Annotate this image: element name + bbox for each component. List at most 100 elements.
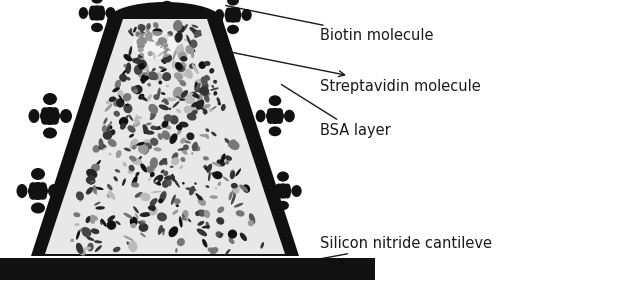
Ellipse shape: [108, 125, 112, 129]
Ellipse shape: [204, 75, 210, 81]
Ellipse shape: [146, 94, 152, 102]
Ellipse shape: [229, 238, 234, 244]
Ellipse shape: [195, 211, 199, 216]
Ellipse shape: [145, 130, 155, 135]
Ellipse shape: [182, 182, 185, 184]
Ellipse shape: [154, 180, 161, 186]
Ellipse shape: [98, 14, 104, 20]
Ellipse shape: [29, 182, 37, 190]
Ellipse shape: [95, 245, 102, 252]
Ellipse shape: [177, 129, 182, 135]
Ellipse shape: [143, 126, 147, 134]
Ellipse shape: [128, 30, 134, 36]
Ellipse shape: [150, 112, 156, 117]
Ellipse shape: [199, 86, 209, 96]
Ellipse shape: [143, 149, 149, 155]
Ellipse shape: [202, 104, 211, 109]
Ellipse shape: [191, 51, 194, 58]
Ellipse shape: [166, 84, 169, 87]
Ellipse shape: [194, 81, 198, 93]
Ellipse shape: [221, 104, 225, 111]
Ellipse shape: [155, 41, 160, 46]
Ellipse shape: [233, 234, 236, 237]
Ellipse shape: [41, 107, 49, 115]
Text: Biotin molecule: Biotin molecule: [225, 6, 434, 43]
Ellipse shape: [182, 140, 191, 143]
Ellipse shape: [166, 178, 172, 186]
Ellipse shape: [150, 125, 157, 130]
Ellipse shape: [192, 29, 202, 37]
Ellipse shape: [180, 56, 187, 62]
Ellipse shape: [90, 219, 95, 224]
Ellipse shape: [163, 47, 169, 54]
Ellipse shape: [138, 116, 142, 119]
Ellipse shape: [140, 193, 150, 201]
Ellipse shape: [163, 34, 168, 41]
Ellipse shape: [91, 23, 103, 32]
Ellipse shape: [164, 125, 171, 129]
Ellipse shape: [122, 70, 127, 75]
Ellipse shape: [276, 192, 282, 198]
Ellipse shape: [133, 85, 143, 94]
Ellipse shape: [90, 14, 96, 20]
Ellipse shape: [234, 203, 243, 207]
Ellipse shape: [124, 148, 131, 151]
Polygon shape: [31, 15, 299, 256]
Ellipse shape: [29, 192, 37, 200]
Ellipse shape: [91, 0, 103, 4]
Ellipse shape: [176, 24, 185, 33]
Ellipse shape: [128, 167, 135, 174]
Ellipse shape: [225, 8, 232, 14]
Ellipse shape: [138, 47, 144, 52]
Ellipse shape: [206, 222, 210, 229]
Ellipse shape: [202, 226, 210, 228]
Ellipse shape: [171, 174, 175, 182]
Ellipse shape: [215, 187, 217, 189]
Ellipse shape: [213, 80, 217, 84]
Ellipse shape: [135, 172, 140, 176]
Ellipse shape: [79, 227, 85, 232]
Ellipse shape: [230, 171, 235, 179]
Ellipse shape: [186, 132, 194, 140]
Ellipse shape: [180, 138, 186, 144]
Ellipse shape: [100, 220, 103, 225]
Ellipse shape: [60, 109, 72, 123]
Ellipse shape: [255, 110, 266, 122]
Ellipse shape: [203, 109, 208, 115]
Ellipse shape: [152, 28, 162, 36]
Ellipse shape: [159, 81, 162, 84]
Ellipse shape: [217, 207, 224, 213]
Ellipse shape: [150, 114, 155, 120]
Ellipse shape: [176, 96, 182, 99]
Ellipse shape: [160, 42, 168, 48]
Ellipse shape: [163, 42, 167, 48]
Ellipse shape: [162, 231, 165, 235]
Ellipse shape: [186, 35, 191, 45]
Ellipse shape: [225, 249, 231, 255]
Ellipse shape: [189, 63, 196, 69]
Ellipse shape: [135, 213, 139, 219]
Ellipse shape: [87, 174, 94, 182]
Ellipse shape: [249, 213, 255, 224]
Ellipse shape: [31, 203, 45, 214]
Ellipse shape: [162, 120, 168, 128]
Ellipse shape: [197, 195, 203, 200]
Ellipse shape: [87, 173, 94, 182]
Ellipse shape: [176, 124, 182, 130]
Ellipse shape: [204, 166, 209, 171]
Ellipse shape: [129, 156, 136, 162]
Ellipse shape: [215, 9, 224, 21]
Ellipse shape: [150, 138, 159, 146]
Ellipse shape: [86, 177, 96, 184]
Ellipse shape: [153, 22, 159, 28]
Ellipse shape: [138, 54, 145, 60]
Ellipse shape: [85, 216, 90, 223]
Ellipse shape: [198, 106, 207, 111]
Ellipse shape: [220, 154, 225, 160]
Ellipse shape: [223, 177, 229, 181]
Ellipse shape: [224, 138, 230, 144]
Ellipse shape: [113, 98, 119, 107]
Ellipse shape: [191, 92, 200, 98]
Ellipse shape: [94, 202, 101, 206]
Ellipse shape: [154, 147, 162, 151]
